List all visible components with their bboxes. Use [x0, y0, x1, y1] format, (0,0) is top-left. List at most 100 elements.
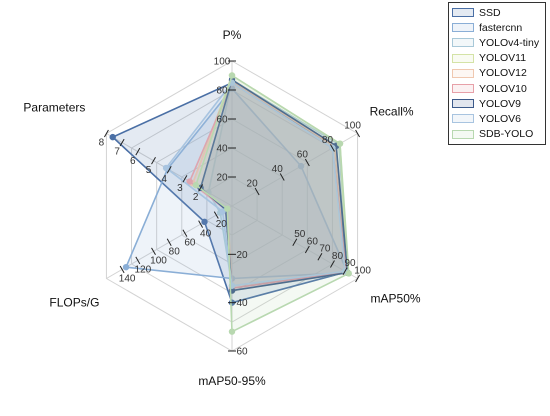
legend-swatch	[452, 84, 474, 94]
tick-label: 20	[216, 219, 228, 230]
tick-label: 80	[216, 86, 228, 97]
legend-item: SSD	[452, 5, 542, 20]
legend-swatch	[452, 129, 474, 139]
tick-label: 120	[134, 265, 151, 276]
data-point	[224, 205, 231, 212]
tick-label: 20	[216, 173, 228, 184]
data-point	[162, 164, 170, 172]
data-point	[109, 133, 116, 141]
tick-label: 80	[169, 246, 181, 257]
tick-label: 100	[150, 255, 167, 266]
legend-swatch	[452, 8, 474, 18]
tick-label: 7	[114, 147, 120, 158]
tick-label: 70	[319, 244, 331, 255]
legend-label: YOLOV9	[479, 97, 522, 110]
chart-legend: SSD fastercnn YOLOv4-tiny YOLOV11 YOLOV12 YOL…	[448, 2, 546, 145]
data-point	[201, 218, 208, 226]
legend-item: YOLOV11	[452, 51, 542, 66]
legend-item: YOLOV10	[452, 81, 542, 96]
tick-label: 40	[200, 228, 212, 239]
tick-mark	[135, 147, 141, 156]
tick-mark	[119, 138, 125, 147]
legend-label: YOLOv4-tiny	[479, 36, 540, 49]
tick-mark	[330, 144, 335, 152]
tick-label: 20	[236, 250, 248, 261]
tick-label: 60	[216, 115, 228, 126]
legend-swatch	[452, 114, 474, 124]
tick-mark	[166, 166, 172, 174]
tick-mark	[166, 238, 172, 246]
tick-label: 100	[344, 120, 361, 131]
tick-label: 40	[216, 144, 228, 155]
axis-label: mAP50-95%	[198, 374, 266, 388]
tick-mark	[279, 173, 285, 181]
tick-label: 4	[161, 174, 167, 185]
data-point	[228, 328, 236, 335]
tick-label: 5	[146, 165, 152, 176]
data-point	[297, 162, 305, 170]
tick-mark	[254, 187, 260, 196]
legend-swatch	[452, 53, 474, 63]
legend-swatch	[452, 38, 474, 48]
legend-item: YOLOV9	[452, 96, 542, 111]
legend-item: YOLOV12	[452, 66, 542, 81]
legend-swatch	[452, 99, 474, 109]
tick-mark	[342, 267, 348, 275]
tick-label: 8	[99, 138, 105, 149]
radar-series	[109, 72, 352, 335]
data-point	[186, 178, 193, 185]
tick-mark	[317, 253, 323, 261]
tick-label: 60	[307, 236, 319, 247]
tick-label: 60	[297, 149, 309, 160]
tick-label: 80	[332, 251, 344, 262]
series-sdb-yolo	[192, 72, 352, 335]
tick-label: 60	[184, 237, 196, 248]
tick-mark	[151, 156, 156, 165]
legend-item: SDB-YOLO	[452, 127, 542, 142]
tick-label: 80	[322, 135, 334, 146]
tick-mark	[151, 247, 156, 256]
tick-mark	[198, 220, 204, 228]
tick-mark	[355, 274, 361, 283]
legend-label: YOLOV10	[479, 82, 527, 95]
tick-mark	[355, 129, 361, 138]
tick-mark	[103, 129, 109, 138]
tick-mark	[182, 229, 188, 237]
tick-label: 60	[236, 347, 248, 358]
legend-item: YOLOv4-tiny	[452, 35, 542, 50]
data-point	[345, 270, 352, 277]
axis-label: FLOPs/G	[49, 296, 99, 310]
tick-label: 6	[130, 156, 136, 167]
tick-mark	[304, 158, 310, 167]
data-point	[336, 140, 344, 147]
tick-label: 100	[214, 57, 231, 68]
tick-label: 3	[177, 183, 183, 194]
legend-item: fastercnn	[452, 20, 542, 35]
data-point	[219, 208, 226, 215]
legend-label: YOLOV6	[479, 112, 522, 125]
tick-label: 50	[294, 229, 306, 240]
legend-swatch	[452, 68, 474, 78]
tick-mark	[292, 238, 298, 246]
tick-label: 140	[119, 274, 136, 285]
data-point	[192, 181, 200, 189]
legend-label: YOLOV11	[479, 52, 527, 65]
tick-label: 90	[344, 258, 356, 269]
tick-mark	[198, 184, 204, 192]
data-point	[122, 263, 130, 271]
legend-label: YOLOV12	[479, 67, 527, 80]
tick-label: 100	[354, 265, 371, 276]
legend-item: YOLOV6	[452, 111, 542, 126]
tick-mark	[213, 211, 219, 219]
radar-ticks: 2040608010020406080100506070809010020406…	[99, 57, 372, 358]
data-point	[228, 72, 236, 79]
tick-label: 20	[247, 178, 259, 189]
tick-mark	[119, 265, 125, 274]
tick-label: 40	[272, 164, 284, 175]
tick-mark	[135, 256, 141, 265]
axis-label: P%	[223, 28, 242, 42]
tick-mark	[304, 245, 310, 254]
legend-label: SDB-YOLO	[479, 128, 534, 141]
tick-mark	[182, 175, 188, 183]
axis-label: Parameters	[23, 101, 85, 115]
